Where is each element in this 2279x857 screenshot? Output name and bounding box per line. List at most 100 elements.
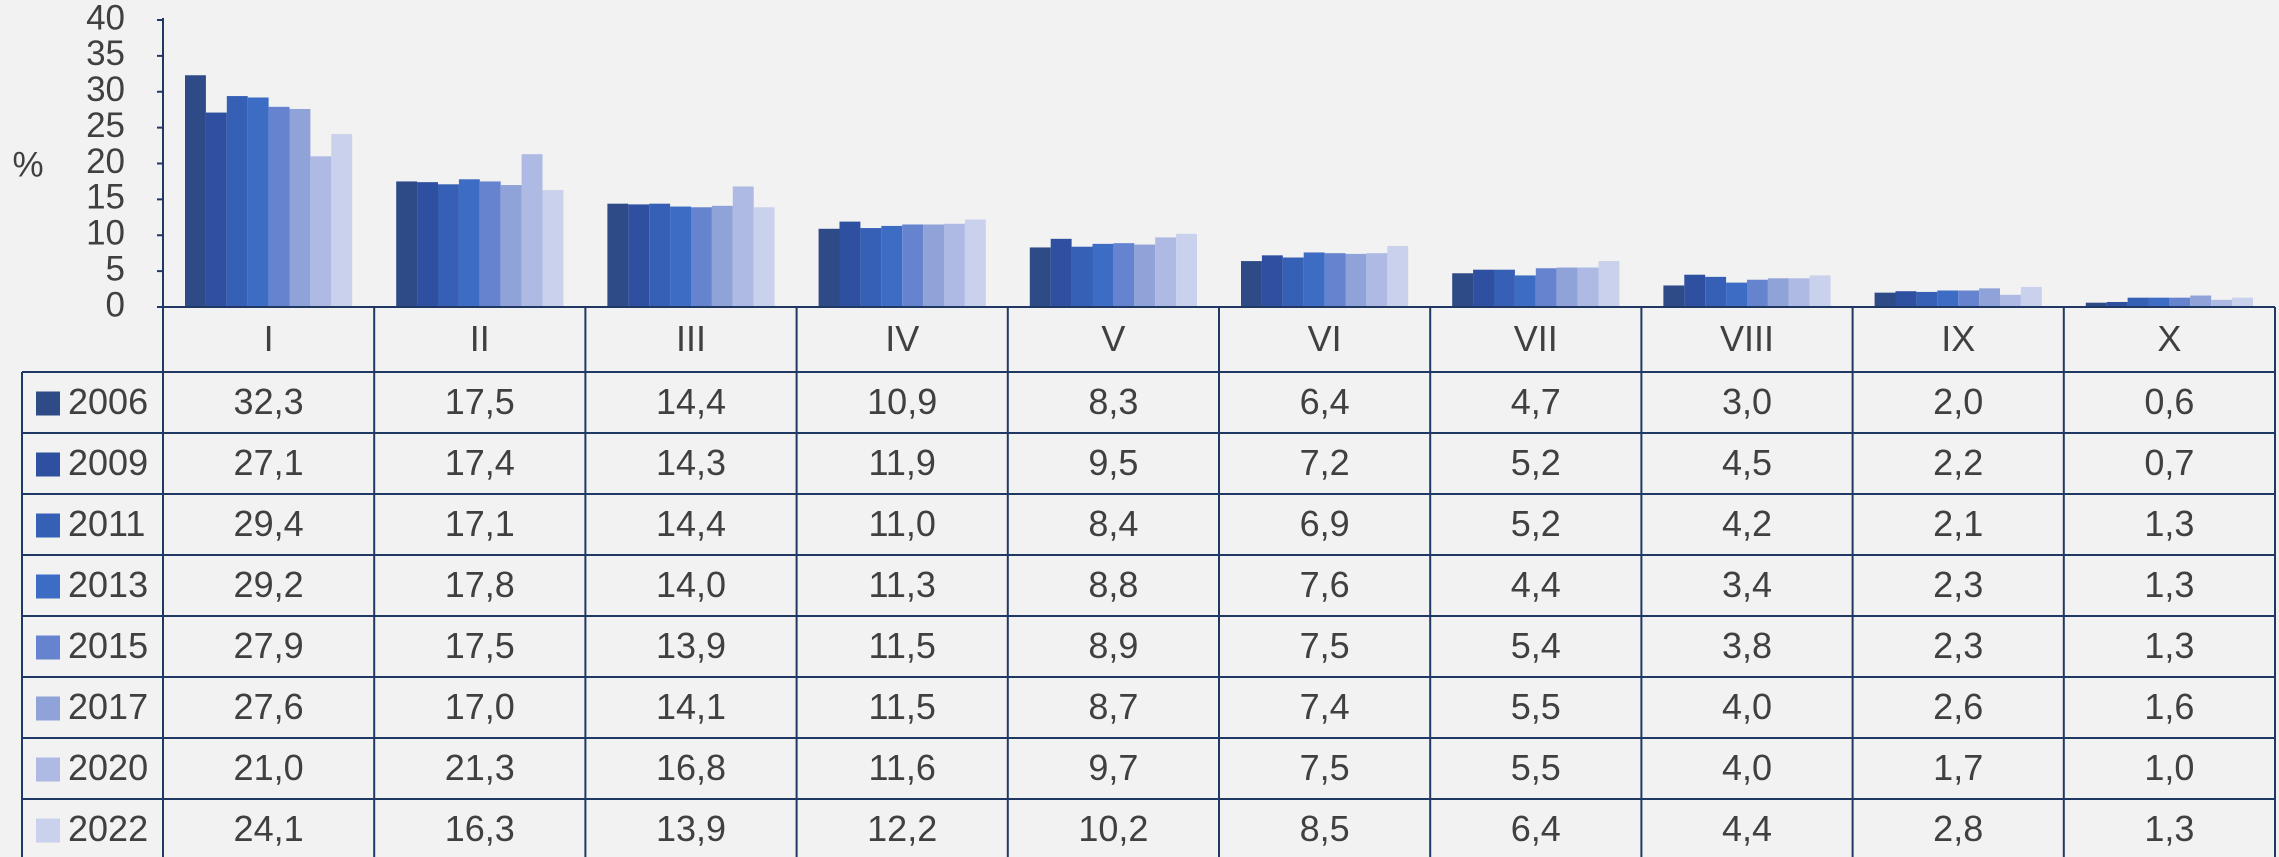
table-cell: 17,5 <box>445 625 515 666</box>
table-cell: 8,9 <box>1088 625 1138 666</box>
legend-swatch <box>36 818 60 843</box>
y-tick-label: 0 <box>106 285 125 324</box>
table-cell: 17,4 <box>445 442 515 483</box>
table-cell: 1,7 <box>1933 747 1983 788</box>
table-cell: 11,0 <box>868 503 935 544</box>
table-cell: 5,2 <box>1511 442 1561 483</box>
table-cell: 1,6 <box>2144 686 2194 727</box>
bar <box>1324 253 1346 307</box>
bar <box>1577 267 1599 307</box>
bar <box>1598 261 1620 307</box>
bar <box>1261 255 1283 307</box>
table-cell: 8,4 <box>1088 503 1138 544</box>
bar <box>1050 238 1072 307</box>
table-cell: 8,7 <box>1088 686 1138 727</box>
bar <box>1788 278 1810 307</box>
legend-swatch <box>36 391 60 416</box>
table-cell: 14,1 <box>656 686 726 727</box>
bar <box>649 203 671 307</box>
bar <box>1387 246 1409 307</box>
bar <box>289 108 311 307</box>
legend-swatch <box>36 696 60 721</box>
bar <box>1809 275 1831 307</box>
bar <box>881 225 903 307</box>
table-cell: 0,6 <box>2144 381 2194 422</box>
table-cell: 27,9 <box>234 625 304 666</box>
bar <box>521 154 543 307</box>
bar <box>331 134 353 307</box>
bar <box>1113 243 1135 307</box>
table-cell: 2,8 <box>1933 808 1983 849</box>
bar <box>2000 294 2021 307</box>
bar <box>711 205 733 307</box>
bar <box>944 223 965 307</box>
table-cell: 7,5 <box>1300 625 1350 666</box>
bar <box>1535 268 1557 307</box>
bar <box>2211 299 2233 307</box>
table-cell: 11,5 <box>868 625 935 666</box>
table-cell: 27,1 <box>234 442 304 483</box>
table-cell: 17,5 <box>445 381 515 422</box>
bar <box>1874 292 1896 307</box>
y-tick-label: 5 <box>106 249 125 288</box>
bar <box>732 186 754 307</box>
bar <box>1958 290 1980 307</box>
bar <box>1979 288 2000 307</box>
bar <box>2190 295 2212 307</box>
table-cell: 4,7 <box>1511 381 1561 422</box>
table-cell: 17,0 <box>445 686 515 727</box>
table-cell: 13,9 <box>656 625 726 666</box>
bar <box>1895 291 1917 307</box>
legend-label: 2020 <box>68 747 148 788</box>
bar <box>396 181 418 307</box>
table-cell: 8,5 <box>1300 808 1350 849</box>
x-tick-label: VIII <box>1720 318 1774 359</box>
bar <box>1176 233 1197 307</box>
table-cell: 4,4 <box>1722 808 1772 849</box>
bar <box>860 228 882 307</box>
legend-label: 2009 <box>68 442 148 483</box>
bar <box>1452 273 1474 307</box>
bar <box>2232 297 2253 307</box>
table-cell: 4,0 <box>1722 686 1772 727</box>
bar <box>1071 246 1093 307</box>
bar <box>1705 276 1727 307</box>
legend-label: 2015 <box>68 625 148 666</box>
x-tick-label: IX <box>1941 318 1975 359</box>
table-cell: 21,3 <box>445 747 515 788</box>
x-tick-label: V <box>1101 318 1125 359</box>
table-cell: 3,8 <box>1722 625 1772 666</box>
y-tick-label: 30 <box>86 70 125 109</box>
table-cell: 1,3 <box>2144 625 2194 666</box>
bar <box>226 96 248 308</box>
table-cell: 14,4 <box>656 503 726 544</box>
table-cell: 11,3 <box>868 564 935 605</box>
bar <box>923 224 944 307</box>
table-cell: 29,2 <box>234 564 304 605</box>
table-cell: 4,4 <box>1511 564 1561 605</box>
table-cell: 17,1 <box>445 503 515 544</box>
legend-label: 2006 <box>68 381 148 422</box>
table-cell: 10,9 <box>867 381 937 422</box>
legend-label: 2013 <box>68 564 148 605</box>
table-cell: 2,3 <box>1933 564 1983 605</box>
bar <box>1663 285 1685 307</box>
bar <box>2020 286 2042 307</box>
bar <box>691 207 712 307</box>
bar <box>1937 290 1959 307</box>
bar <box>1684 274 1706 307</box>
table-cell: 2,3 <box>1933 625 1983 666</box>
table-cell: 9,7 <box>1088 747 1138 788</box>
bar <box>458 179 480 307</box>
table-cell: 8,8 <box>1088 564 1138 605</box>
table-cell: 1,3 <box>2144 503 2194 544</box>
table-cell: 5,2 <box>1511 503 1561 544</box>
table-cell: 7,2 <box>1300 442 1350 483</box>
table-cell: 24,1 <box>234 808 304 849</box>
table-cell: 2,2 <box>1933 442 1983 483</box>
bar <box>1747 279 1768 307</box>
table-cell: 9,5 <box>1088 442 1138 483</box>
bar <box>2169 297 2191 307</box>
bar <box>964 219 986 307</box>
